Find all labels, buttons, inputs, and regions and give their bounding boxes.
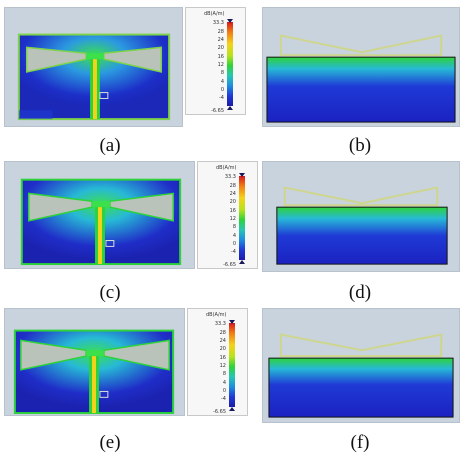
legend-tick: 24 (229, 191, 236, 197)
legend-tick: 4 (222, 380, 226, 386)
legend-min-label: -6.65 (213, 409, 226, 415)
legend-min-marker-icon (227, 106, 233, 110)
legend-tick: 20 (219, 346, 226, 352)
legend-tick: 24 (217, 37, 224, 43)
legend-tick: 16 (219, 355, 226, 361)
legend-unit-label: dB(A/m) (216, 165, 237, 171)
field-plot-f (262, 308, 460, 423)
caption-a: (a) (99, 135, 121, 156)
color-legend-c: dB(A/m) 33.3 28 24 20 16 12 8 4 0 -4 -6.… (197, 161, 258, 269)
legend-tick: 28 (219, 330, 226, 336)
legend-tick: 20 (217, 45, 224, 51)
legend-tick: 28 (217, 29, 224, 35)
legend-colorbar (227, 22, 233, 106)
field-plot-d (262, 161, 460, 272)
legend-tick: 4 (220, 79, 224, 85)
legend-tick: 0 (220, 87, 224, 93)
legend-unit-label: dB(A/m) (204, 11, 225, 17)
field-plot-e (4, 308, 185, 416)
legend-tick: 8 (232, 224, 236, 230)
caption-c: (c) (99, 282, 121, 303)
legend-colorbar (239, 176, 245, 260)
caption-e: (e) (99, 432, 121, 453)
legend-tick: -4 (219, 95, 224, 101)
legend-tick: 20 (229, 199, 236, 205)
legend-tick: 12 (219, 363, 226, 369)
legend-tick: 16 (217, 54, 224, 60)
color-legend-e: dB(A/m) 33.3 28 24 20 16 12 8 4 0 -4 -6.… (187, 308, 248, 416)
legend-max-marker-icon (229, 320, 235, 324)
legend-tick: -4 (221, 396, 226, 402)
legend-tick: 4 (232, 233, 236, 239)
legend-max-label: 33.3 (214, 321, 226, 327)
legend-unit-label: dB(A/m) (206, 312, 227, 318)
caption-b: (b) (348, 135, 372, 156)
legend-min-marker-icon (229, 407, 235, 411)
legend-tick: 0 (222, 388, 226, 394)
legend-min-marker-icon (239, 260, 245, 264)
legend-tick: 24 (219, 338, 226, 344)
legend-max-marker-icon (239, 173, 245, 177)
legend-tick: 28 (229, 183, 236, 189)
legend-tick: 16 (229, 208, 236, 214)
legend-min-label: -6.65 (211, 108, 224, 114)
legend-tick: 8 (220, 70, 224, 76)
legend-colorbar (229, 323, 235, 407)
legend-max-label: 33.3 (212, 20, 224, 26)
legend-tick: 12 (229, 216, 236, 222)
legend-tick: -4 (231, 249, 236, 255)
caption-f: (f) (350, 432, 370, 453)
legend-max-marker-icon (227, 19, 233, 23)
legend-max-label: 33.3 (224, 174, 236, 180)
legend-tick: 12 (217, 62, 224, 68)
field-plot-a (4, 7, 183, 127)
legend-min-label: -6.65 (223, 262, 236, 268)
legend-tick: 8 (222, 371, 226, 377)
field-plot-c (4, 161, 195, 269)
color-legend-a: dB(A/m) 33.3 28 24 20 16 12 8 4 0 -4 -6.… (185, 7, 246, 115)
field-plot-b (262, 7, 460, 127)
caption-d: (d) (348, 282, 372, 303)
legend-tick: 0 (232, 241, 236, 247)
